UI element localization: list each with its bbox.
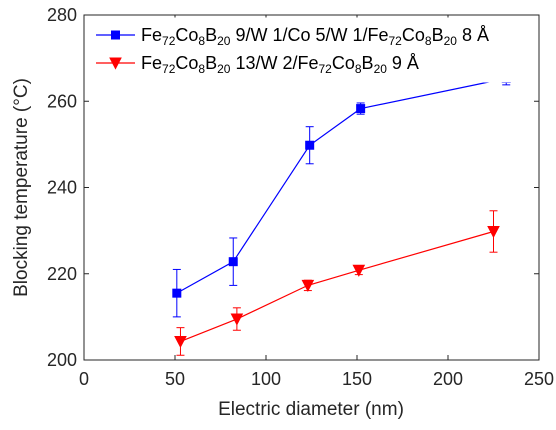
x-axis-label: Electric diameter (nm)	[218, 399, 404, 420]
x-tick-label: 50	[165, 369, 185, 389]
y-tick-label: 200	[47, 350, 77, 370]
data-point	[230, 313, 244, 326]
data-point	[305, 140, 315, 150]
data-point	[301, 279, 315, 292]
y-axis-label: Blocking temperature (°C)	[11, 78, 32, 297]
legend-entry-2: Fe72Co8B20 13/W 2/Fe72Co8B20 9 Å	[96, 53, 419, 76]
legend-label: Fe72Co8B20 9/W 1/Co 5/W 1/Fe72Co8B20 8 Å	[141, 25, 489, 48]
y-tick-label: 280	[47, 5, 77, 25]
data-point	[487, 225, 500, 239]
legend: Fe72Co8B20 9/W 1/Co 5/W 1/Fe72Co8B20 8 Å…	[87, 17, 533, 83]
data-point	[228, 257, 238, 267]
legend-entry-1: Fe72Co8B20 9/W 1/Co 5/W 1/Fe72Co8B20 8 Å	[96, 25, 489, 48]
y-tick-label: 240	[47, 178, 77, 198]
data-point	[174, 335, 187, 349]
legend-label: Fe72Co8B20 13/W 2/Fe72Co8B20 9 Å	[141, 53, 419, 76]
axes: 0 50 100 150 200 250 200 220 240 260 280	[47, 5, 554, 389]
x-tick-label: 250	[524, 369, 554, 389]
legend-box	[87, 17, 533, 83]
x-tick-label: 150	[342, 369, 372, 389]
y-tick-label: 260	[47, 91, 77, 111]
y-tick-label: 220	[47, 264, 77, 284]
series-layer	[172, 71, 511, 356]
legend-marker	[109, 57, 122, 70]
x-tick-label: 100	[251, 369, 281, 389]
data-point	[352, 264, 366, 277]
x-tick-label: 0	[79, 369, 89, 389]
data-point	[356, 104, 366, 114]
legend-marker	[111, 30, 120, 40]
series-2	[174, 210, 500, 356]
data-point	[172, 288, 182, 298]
x-tick-label: 200	[433, 369, 463, 389]
